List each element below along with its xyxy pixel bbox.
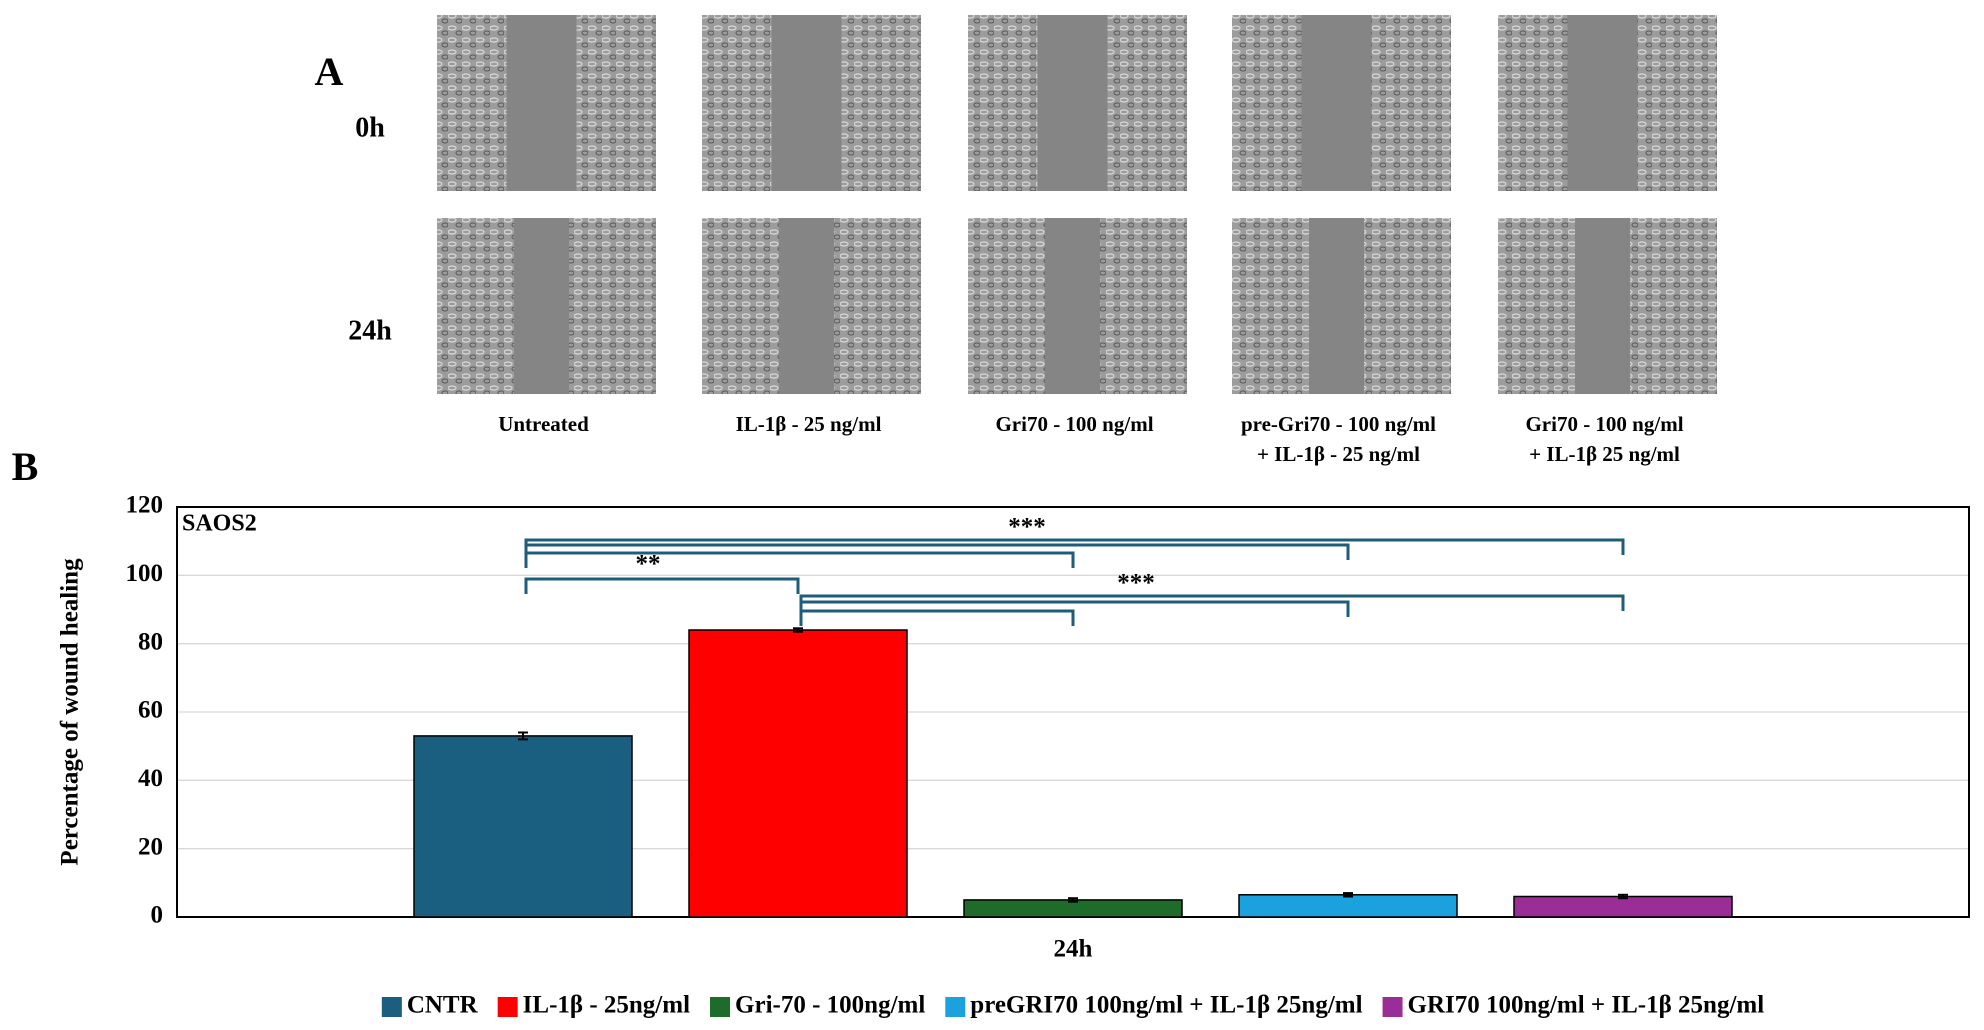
significance-label: ** bbox=[636, 551, 661, 578]
y-tick-label: 20 bbox=[138, 833, 163, 860]
wound-gap bbox=[1309, 218, 1364, 394]
significance-bracket bbox=[799, 594, 1625, 611]
panel-label: A bbox=[315, 49, 344, 94]
significance-label: *** bbox=[1117, 570, 1155, 597]
x-tick-label: 24h bbox=[1054, 936, 1093, 963]
row-label: 0h bbox=[355, 112, 385, 143]
legend-swatch bbox=[1382, 997, 1403, 1017]
error-bar bbox=[1068, 897, 1078, 903]
legend-label: preGRI70 100ng/ml + IL-1β 25ng/ml bbox=[970, 992, 1362, 1019]
wound-gap bbox=[1037, 15, 1108, 191]
column-label: Gri70 - 100 ng/ml bbox=[995, 412, 1153, 436]
column-label: + IL-1β - 25 ng/ml bbox=[1257, 442, 1420, 466]
significance-bracket bbox=[524, 538, 1625, 555]
significance-bracket bbox=[524, 577, 800, 594]
y-tick-label: 80 bbox=[138, 628, 163, 655]
y-axis-label: Percentage of wound healing bbox=[57, 558, 84, 866]
significance-bracket bbox=[524, 551, 1075, 568]
legend-label: IL-1β - 25ng/ml bbox=[523, 992, 690, 1019]
error-bar bbox=[1343, 892, 1353, 898]
wound-gap bbox=[1301, 15, 1372, 191]
y-tick-label: 0 bbox=[151, 902, 164, 929]
y-tick-label: 120 bbox=[126, 492, 164, 519]
error-bar bbox=[518, 731, 528, 741]
legend-label: CNTR bbox=[407, 992, 479, 1019]
legend-swatch bbox=[381, 997, 402, 1017]
panel-b: B 0 20 40 60 80 100 120 SAOS2 Percentage of wound… bbox=[12, 444, 1970, 1019]
column-label: Untreated bbox=[498, 412, 589, 436]
wound-gap bbox=[1567, 15, 1638, 191]
error-bar bbox=[793, 627, 803, 633]
panel-a: A 0h 24h Untreated IL-1β - 25 ng/ml Gri70 - 1… bbox=[315, 15, 1717, 466]
column-label: IL-1β - 25 ng/ml bbox=[736, 412, 882, 436]
wound-gap bbox=[771, 15, 842, 191]
bar bbox=[413, 735, 633, 918]
legend-label: Gri-70 - 100ng/ml bbox=[735, 992, 925, 1019]
column-label: Gri70 - 100 ng/ml bbox=[1525, 412, 1683, 436]
wound-gap bbox=[506, 15, 577, 191]
significance-label: *** bbox=[1008, 514, 1046, 541]
annotation: SAOS2 bbox=[182, 511, 257, 537]
bar bbox=[688, 629, 908, 918]
bar bbox=[1238, 894, 1458, 918]
column-label: pre-Gri70 - 100 ng/ml bbox=[1241, 412, 1436, 436]
panel-label: B bbox=[12, 444, 39, 489]
legend-swatch bbox=[945, 997, 966, 1017]
error-bar bbox=[1618, 893, 1628, 900]
wound-gap bbox=[514, 218, 569, 394]
row-label: 24h bbox=[348, 315, 392, 346]
significance-bracket bbox=[799, 609, 1075, 626]
y-tick-label: 40 bbox=[138, 765, 163, 792]
wound-gap bbox=[1045, 218, 1100, 394]
y-tick-label: 60 bbox=[138, 697, 163, 724]
legend-swatch bbox=[710, 997, 731, 1017]
wound-gap bbox=[1575, 218, 1630, 394]
legend-swatch bbox=[497, 997, 518, 1017]
legend-label: GRI70 100ng/ml + IL-1β 25ng/ml bbox=[1408, 992, 1765, 1019]
column-label: + IL-1β 25 ng/ml bbox=[1529, 442, 1680, 466]
wound-gap bbox=[779, 218, 834, 394]
y-tick-label: 100 bbox=[126, 560, 164, 587]
legend: CNTR IL-1β - 25ng/ml Gri-70 - 100ng/ml preG… bbox=[381, 992, 1765, 1019]
bar bbox=[1513, 895, 1733, 918]
